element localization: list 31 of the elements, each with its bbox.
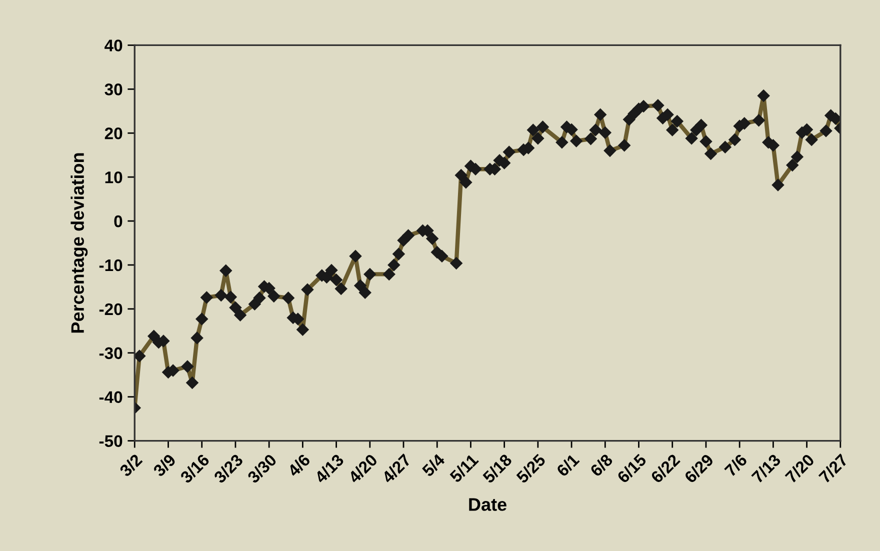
- y-tick-label: 20: [104, 128, 122, 140]
- y-axis-title: Percentage deviation: [70, 153, 88, 333]
- x-axis-title: Date: [469, 498, 506, 511]
- x-tick-label: 6/8: [589, 452, 614, 478]
- y-tick-label: -20: [99, 303, 122, 316]
- x-tick-label: 3/23: [212, 453, 244, 484]
- x-tick-label: 7/6: [724, 453, 748, 478]
- y-tick-label: -40: [99, 391, 122, 404]
- x-tick-label: 3/2: [118, 453, 143, 478]
- y-tick-label: -30: [99, 347, 122, 360]
- x-tick-label: 5/4: [421, 452, 446, 478]
- y-tick-label: -50: [99, 435, 122, 448]
- y-tick-label: 30: [104, 84, 122, 96]
- x-tick-label: 6/1: [556, 452, 580, 478]
- x-tick-label: 5/11: [448, 452, 480, 484]
- x-tick-label: 3/30: [246, 453, 278, 484]
- x-tick-label: 4/6: [286, 453, 312, 478]
- x-tick-label: 7/13: [750, 453, 782, 484]
- y-tick-label: 40: [104, 40, 122, 52]
- x-tick-label: 5/18: [482, 452, 513, 484]
- x-tick-label: 6/15: [616, 452, 648, 484]
- x-tick-label: 3/16: [179, 453, 210, 484]
- y-tick-label: 0: [114, 215, 122, 228]
- x-tick-label: 6/29: [683, 453, 714, 484]
- y-tick-label: 10: [105, 171, 122, 184]
- x-tick-label: 4/13: [314, 453, 345, 484]
- y-tick-label: -10: [99, 259, 122, 272]
- x-tick-label: 6/22: [650, 453, 681, 484]
- x-tick-label: 4/20: [347, 453, 378, 484]
- x-tick-label: 7/20: [784, 453, 816, 484]
- x-tick-label: 3/9: [152, 453, 177, 478]
